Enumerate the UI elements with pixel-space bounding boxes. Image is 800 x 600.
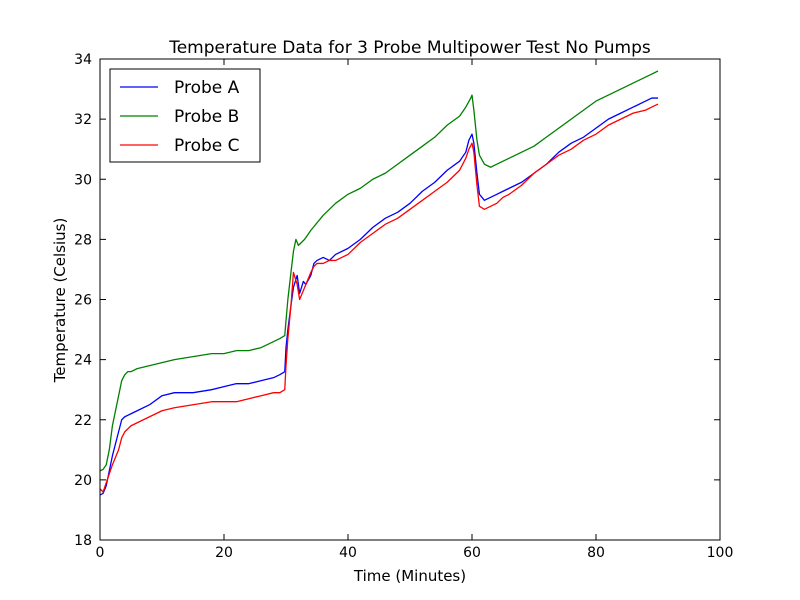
y-tick-label: 20 — [74, 473, 92, 489]
y-tick-label: 30 — [74, 172, 92, 188]
x-tick-label: 40 — [339, 545, 357, 561]
legend-label: Probe A — [174, 78, 240, 98]
x-tick-label: 20 — [215, 545, 233, 561]
y-tick-label: 34 — [74, 52, 92, 68]
y-tick-label: 28 — [74, 232, 92, 248]
y-tick-label: 24 — [74, 353, 92, 369]
series-line-probe-b — [99, 70, 659, 472]
series-layer — [99, 70, 659, 496]
legend-label: Probe B — [174, 107, 239, 127]
chart-title: Temperature Data for 3 Probe Multipower … — [168, 38, 651, 58]
series-line-probe-a — [99, 97, 658, 496]
x-tick-label: 0 — [96, 545, 105, 561]
y-tick-label: 32 — [74, 112, 92, 128]
y-tick-label: 22 — [74, 413, 92, 429]
legend-label: Probe C — [174, 136, 240, 156]
legend: Probe A Probe B Probe C — [109, 68, 261, 163]
series-line-probe-c — [99, 103, 659, 493]
y-tick-label: 18 — [74, 533, 92, 549]
y-tick-label: 26 — [74, 293, 92, 309]
x-axis-label: Time (Minutes) — [353, 567, 466, 585]
x-tick-label: 60 — [463, 545, 481, 561]
x-tick-label: 100 — [707, 545, 734, 561]
ticks-layer: 0 20 40 60 80 100 18 20 22 24 26 28 30 32 34 — [74, 52, 733, 561]
y-axis-label: Temperature (Celsius) — [51, 218, 69, 384]
x-tick-label: 80 — [587, 545, 605, 561]
